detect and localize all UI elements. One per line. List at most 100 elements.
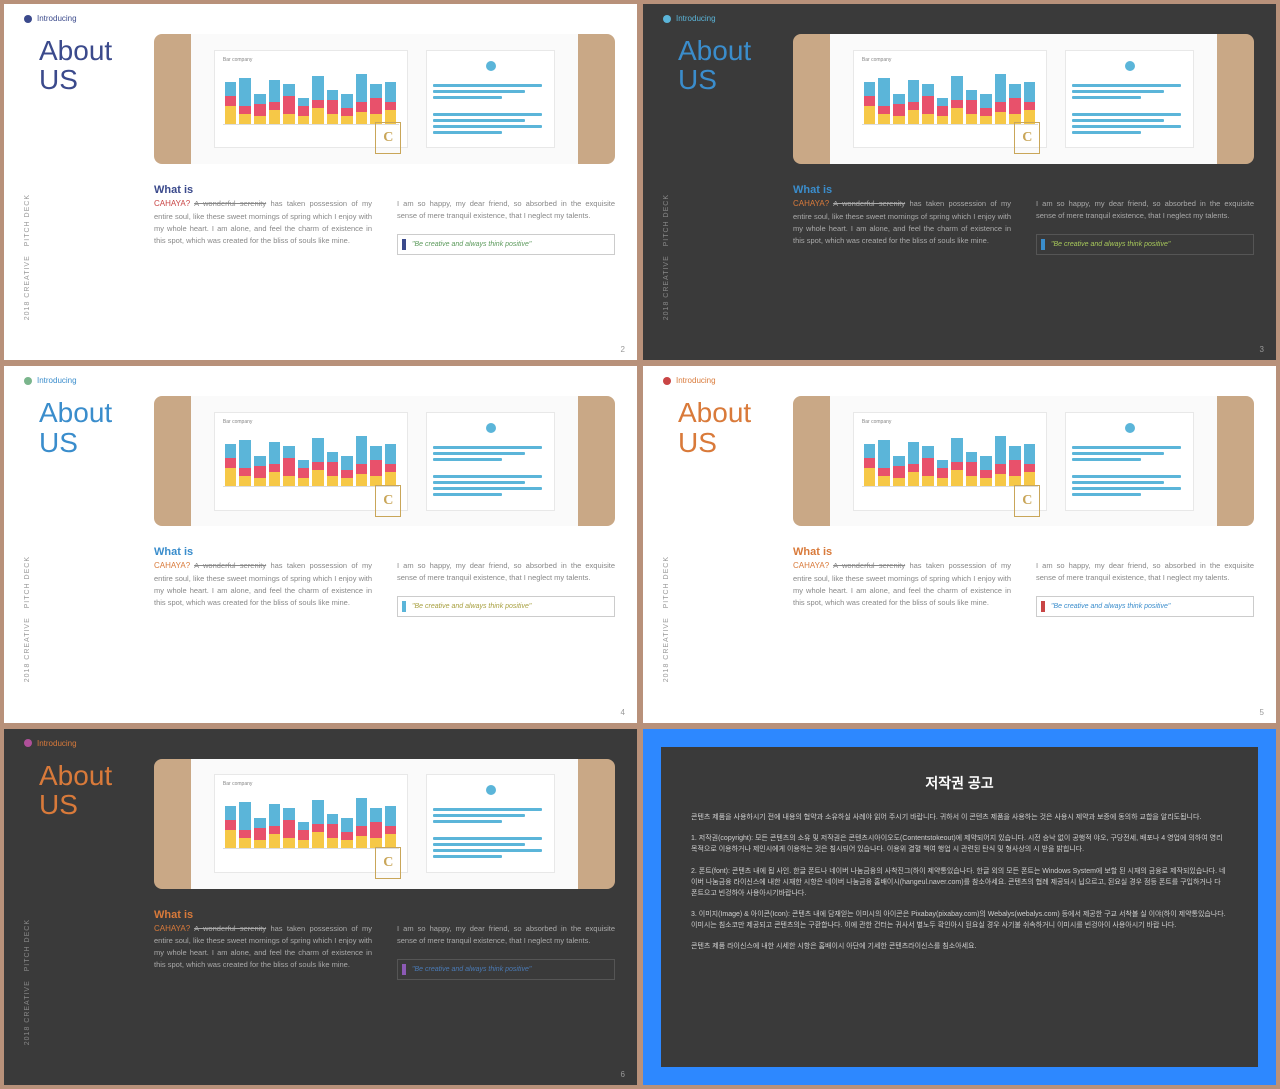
- para-right: I am so happy, my dear friend, so absorb…: [397, 923, 615, 947]
- body-columns: What is CAHAYA? A wonderful serenity has…: [793, 184, 1254, 255]
- watermark-badge: C: [375, 847, 401, 879]
- hero-image: Bar company C: [154, 759, 615, 889]
- bar-chart: [223, 789, 399, 849]
- intro-dot-icon: [24, 377, 32, 385]
- bar-chart: [862, 65, 1038, 125]
- col-right: I am so happy, my dear friend, so absorb…: [397, 546, 615, 617]
- chart-label: Bar company: [223, 419, 399, 425]
- subtitle: What is: [793, 184, 1011, 196]
- page-title: AboutUS: [39, 36, 112, 95]
- watermark-badge: C: [375, 122, 401, 154]
- slide: Introducing AboutUS 2018 CREATIVE PITCH …: [643, 366, 1276, 722]
- col-left: What is CAHAYA? A wonderful serenity has…: [154, 184, 372, 255]
- col-right: I am so happy, my dear friend, so absorb…: [397, 909, 615, 980]
- quote-box: "Be creative and always think positive": [397, 234, 615, 255]
- page-number: 3: [1260, 345, 1264, 354]
- intro-text: Introducing: [37, 376, 77, 385]
- para-right: I am so happy, my dear friend, so absorb…: [397, 560, 615, 584]
- slide: Introducing AboutUS 2018 CREATIVE PITCH …: [4, 729, 637, 1085]
- intro-label: Introducing: [663, 14, 716, 23]
- slide: Introducing AboutUS 2018 CREATIVE PITCH …: [4, 4, 637, 360]
- info-panel: [426, 412, 555, 511]
- col-left: What is CAHAYA? A wonderful serenity has…: [793, 184, 1011, 255]
- copyright-panel: 저작권 공고 콘텐츠 제품을 사용하시기 전에 내용의 협약과 소유하실 사례야…: [661, 747, 1258, 1067]
- body-columns: What is CAHAYA? A wonderful serenity has…: [793, 546, 1254, 617]
- intro-text: Introducing: [37, 739, 77, 748]
- page-title: AboutUS: [678, 398, 751, 457]
- quote-accent-bar: [402, 239, 406, 250]
- info-panel: [1065, 50, 1194, 149]
- quote-accent-bar: [1041, 239, 1045, 250]
- copyright-slide: 저작권 공고 콘텐츠 제품을 사용하시기 전에 내용의 협약과 소유하실 사례야…: [643, 729, 1276, 1085]
- para-right: I am so happy, my dear friend, so absorb…: [1036, 560, 1254, 584]
- side-label: 2018 CREATIVE PITCH DECK: [24, 919, 31, 1045]
- subtitle: What is: [154, 909, 372, 921]
- subtitle: What is: [154, 546, 372, 558]
- intro-dot-icon: [24, 739, 32, 747]
- page-title: AboutUS: [678, 36, 751, 95]
- watermark-badge: C: [1014, 485, 1040, 517]
- side-label: 2018 CREATIVE PITCH DECK: [24, 556, 31, 682]
- info-panel: [426, 50, 555, 149]
- page-title: AboutUS: [39, 761, 112, 820]
- copyright-title: 저작권 공고: [691, 772, 1228, 794]
- para-left: CAHAYA? A wonderful serenity has taken p…: [154, 560, 372, 609]
- side-label: 2018 CREATIVE PITCH DECK: [663, 194, 670, 320]
- side-label: 2018 CREATIVE PITCH DECK: [663, 556, 670, 682]
- intro-label: Introducing: [24, 739, 77, 748]
- col-left: What is CAHAYA? A wonderful serenity has…: [793, 546, 1011, 617]
- hero-image: Bar company C: [154, 396, 615, 526]
- para-left: CAHAYA? A wonderful serenity has taken p…: [793, 560, 1011, 609]
- bar-chart: [223, 427, 399, 487]
- quote-box: "Be creative and always think positive": [397, 596, 615, 617]
- page-number: 4: [621, 708, 625, 717]
- para-right: I am so happy, my dear friend, so absorb…: [397, 198, 615, 222]
- intro-label: Introducing: [663, 376, 716, 385]
- watermark-badge: C: [1014, 122, 1040, 154]
- quote-box: "Be creative and always think positive": [1036, 596, 1254, 617]
- page-number: 6: [621, 1070, 625, 1079]
- body-columns: What is CAHAYA? A wonderful serenity has…: [154, 909, 615, 980]
- copyright-para: 콘텐츠 제품 라이신스에 내한 시세한 시항은 홈배이시 아단에 기세한 콘텐츠…: [691, 941, 1228, 952]
- quote-accent-bar: [1041, 601, 1045, 612]
- copyright-para: 2. 폰트(font): 콘텐츠 내에 됩 사인. 한글 폰트나 네이버 나눔금…: [691, 866, 1228, 900]
- body-columns: What is CAHAYA? A wonderful serenity has…: [154, 546, 615, 617]
- page-number: 2: [621, 345, 625, 354]
- intro-dot-icon: [24, 15, 32, 23]
- slide: Introducing AboutUS 2018 CREATIVE PITCH …: [643, 4, 1276, 360]
- bar-chart: [862, 427, 1038, 487]
- col-left: What is CAHAYA? A wonderful serenity has…: [154, 546, 372, 617]
- col-right: I am so happy, my dear friend, so absorb…: [1036, 546, 1254, 617]
- col-right: I am so happy, my dear friend, so absorb…: [1036, 184, 1254, 255]
- hero-image: Bar company C: [793, 396, 1254, 526]
- col-left: What is CAHAYA? A wonderful serenity has…: [154, 909, 372, 980]
- info-panel: [426, 774, 555, 873]
- page-title: AboutUS: [39, 398, 112, 457]
- copyright-para: 1. 저작권(copyright): 모든 콘텐츠의 소유 및 저작권은 콘텐츠…: [691, 833, 1228, 855]
- para-left: CAHAYA? A wonderful serenity has taken p…: [154, 923, 372, 972]
- watermark-badge: C: [375, 485, 401, 517]
- subtitle: What is: [154, 184, 372, 196]
- para-left: CAHAYA? A wonderful serenity has taken p…: [793, 198, 1011, 247]
- intro-text: Introducing: [676, 376, 716, 385]
- chart-label: Bar company: [862, 57, 1038, 63]
- slide: Introducing AboutUS 2018 CREATIVE PITCH …: [4, 366, 637, 722]
- copyright-para: 콘텐츠 제품을 사용하시기 전에 내용의 협약과 소유하실 사례야 읽어 주시기…: [691, 812, 1228, 823]
- para-right: I am so happy, my dear friend, so absorb…: [1036, 198, 1254, 222]
- quote-accent-bar: [402, 964, 406, 975]
- slide-grid: Introducing AboutUS 2018 CREATIVE PITCH …: [4, 4, 1276, 1085]
- chart-label: Bar company: [223, 781, 399, 787]
- para-left: CAHAYA? A wonderful serenity has taken p…: [154, 198, 372, 247]
- chart-label: Bar company: [223, 57, 399, 63]
- copyright-para: 3. 이미지(Image) & 아이콘(Icon): 콘텐츠 내에 담재읻는 이…: [691, 909, 1228, 931]
- col-right: I am so happy, my dear friend, so absorb…: [397, 184, 615, 255]
- chart-label: Bar company: [862, 419, 1038, 425]
- side-label: 2018 CREATIVE PITCH DECK: [24, 194, 31, 320]
- hero-image: Bar company C: [793, 34, 1254, 164]
- intro-text: Introducing: [37, 14, 77, 23]
- intro-text: Introducing: [676, 14, 716, 23]
- intro-dot-icon: [663, 15, 671, 23]
- quote-box: "Be creative and always think positive": [1036, 234, 1254, 255]
- hero-image: Bar company C: [154, 34, 615, 164]
- page-number: 5: [1260, 708, 1264, 717]
